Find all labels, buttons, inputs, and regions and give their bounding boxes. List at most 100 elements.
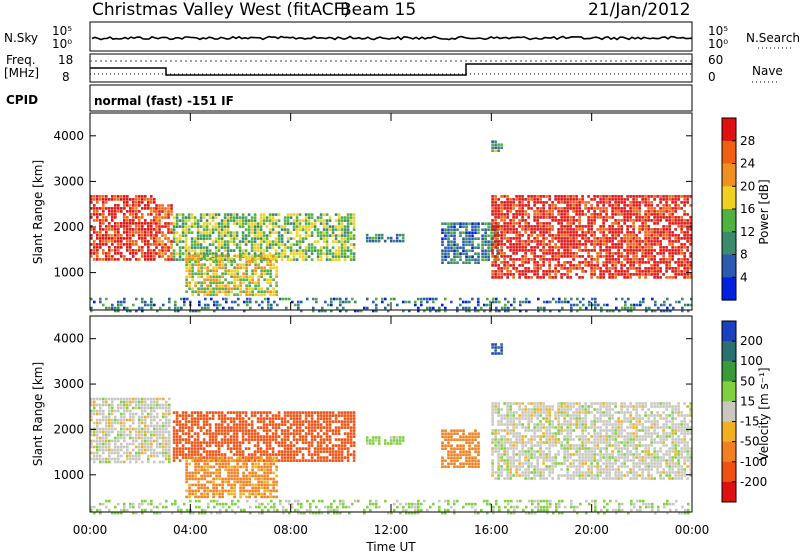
power-echo-cell bbox=[563, 246, 566, 249]
velocity-echo-cell bbox=[212, 480, 215, 484]
power-echo-cell bbox=[90, 195, 93, 198]
velocity-echo-cell bbox=[247, 429, 251, 432]
power-echo-cell bbox=[129, 234, 132, 237]
power-echo-cell bbox=[570, 303, 573, 307]
power-echo-cell bbox=[271, 228, 275, 231]
power-echo-cell bbox=[584, 204, 587, 207]
power-echo-cell bbox=[90, 198, 93, 201]
power-echo-cell bbox=[189, 309, 192, 313]
velocity-echo-cell bbox=[274, 441, 278, 444]
power-echo-cell bbox=[117, 228, 120, 231]
power-echo-cell bbox=[135, 258, 138, 261]
power-echo-cell bbox=[614, 273, 617, 276]
velocity-echo-cell bbox=[199, 411, 203, 414]
power-echo-cell bbox=[129, 207, 132, 210]
power-echo-cell bbox=[217, 228, 221, 231]
power-echo-cell bbox=[444, 258, 447, 261]
velocity-echo-cell bbox=[277, 414, 281, 417]
power-echo-cell bbox=[584, 207, 587, 210]
power-echo-cell bbox=[623, 258, 626, 261]
power-echo-cell bbox=[647, 252, 650, 255]
power-echo-cell bbox=[632, 210, 635, 213]
velocity-echo-cell bbox=[209, 489, 212, 493]
power-echo-cell bbox=[500, 246, 503, 249]
power-echo-cell bbox=[578, 243, 581, 246]
power-echo-cell bbox=[602, 219, 605, 222]
power-echo-cell bbox=[530, 258, 533, 261]
power-echo-cell bbox=[194, 257, 197, 260]
power-echo-cell bbox=[202, 249, 206, 252]
power-echo-region bbox=[441, 222, 480, 264]
power-echo-cell bbox=[560, 216, 563, 219]
power-echo-cell bbox=[662, 207, 665, 210]
cpid-value: normal (fast) -151 IF bbox=[94, 94, 234, 108]
power-echo-cell bbox=[219, 303, 222, 307]
power-echo-cell bbox=[599, 216, 602, 219]
power-echo-cell bbox=[331, 255, 335, 258]
velocity-echo-cell bbox=[153, 403, 156, 407]
power-echo-cell bbox=[656, 276, 659, 279]
velocity-echo-cell bbox=[114, 421, 117, 425]
power-echo-cell bbox=[524, 222, 527, 225]
power-echo-cell bbox=[172, 240, 176, 243]
power-echo-cell bbox=[386, 236, 390, 240]
velocity-echo-cell bbox=[135, 400, 138, 404]
power-echo-cell bbox=[539, 228, 542, 231]
power-echo-cell bbox=[289, 237, 293, 240]
power-echo-cell bbox=[663, 309, 666, 313]
power-echo-cell bbox=[453, 237, 456, 240]
power-echo-cell bbox=[515, 195, 518, 198]
velocity-echo-cell bbox=[206, 468, 209, 472]
power-echo-cell bbox=[328, 228, 332, 231]
velocity-echo-cell bbox=[221, 486, 224, 490]
power-echo-cell bbox=[644, 276, 647, 279]
power-echo-cell bbox=[539, 264, 542, 267]
velocity-echo-cell bbox=[235, 417, 239, 420]
power-echo-cell bbox=[515, 222, 518, 225]
velocity-echo-cell bbox=[165, 439, 168, 443]
power-echo-cell bbox=[175, 252, 179, 255]
nsky-tick-bottom: 10⁰ bbox=[52, 37, 72, 51]
velocity-echo-cell bbox=[235, 447, 239, 450]
power-echo-cell bbox=[656, 261, 659, 264]
power-echo-cell bbox=[221, 257, 224, 260]
power-echo-cell bbox=[346, 234, 350, 237]
power-echo-cell bbox=[573, 303, 576, 307]
velocity-echo-cell bbox=[156, 403, 159, 407]
power-echo-cell bbox=[521, 201, 524, 204]
power-echo-cell bbox=[599, 198, 602, 201]
velocity-echo-cell bbox=[223, 414, 227, 417]
cpid-label: CPID bbox=[6, 93, 38, 107]
velocity-echo-cell bbox=[298, 438, 302, 441]
power-echo-cell bbox=[477, 231, 480, 234]
velocity-echo-cell bbox=[144, 436, 147, 440]
power-echo-cell bbox=[352, 222, 356, 225]
power-echo-cell bbox=[227, 269, 230, 272]
power-echo-cell bbox=[253, 222, 257, 225]
power-echo-cell bbox=[500, 228, 503, 231]
power-echo-cell bbox=[190, 222, 194, 225]
power-echo-cell bbox=[471, 228, 474, 231]
power-echo-cell bbox=[609, 309, 612, 313]
velocity-echo-cell bbox=[168, 430, 171, 434]
power-echo-cell bbox=[635, 240, 638, 243]
velocity-echo-cell bbox=[93, 421, 96, 425]
power-echo-cell bbox=[447, 228, 450, 231]
power-echo-cell bbox=[153, 210, 156, 213]
power-echo-cell bbox=[668, 252, 671, 255]
velocity-echo-cell bbox=[141, 427, 144, 431]
power-echo-cell bbox=[227, 260, 230, 263]
power-echo-cell bbox=[289, 249, 293, 252]
power-echo-cell bbox=[608, 195, 611, 198]
velocity-echo-cell bbox=[194, 477, 197, 481]
power-echo-cell bbox=[269, 275, 272, 278]
power-echo-cell bbox=[257, 278, 260, 281]
power-echo-cell bbox=[342, 306, 345, 310]
velocity-echo-cell bbox=[331, 411, 335, 414]
velocity-echo-cell bbox=[247, 417, 251, 420]
power-echo-cell bbox=[588, 303, 591, 307]
power-echo-cell bbox=[205, 231, 209, 234]
power-echo-cell bbox=[102, 213, 105, 216]
power-echo-cell bbox=[295, 243, 299, 246]
power-echo-cell bbox=[551, 228, 554, 231]
